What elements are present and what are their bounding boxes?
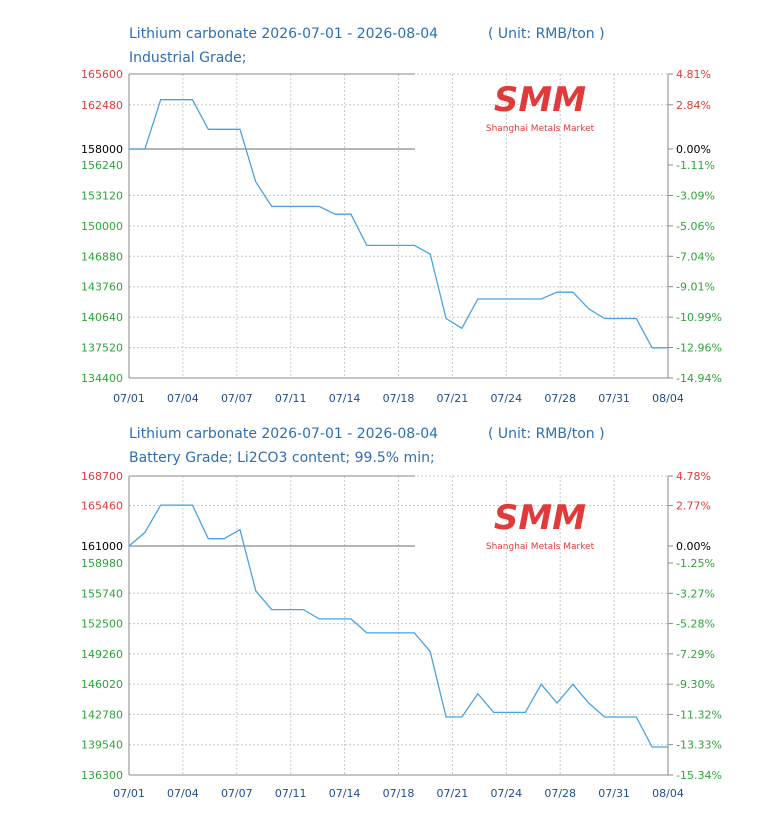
smm-logo: SMM Shanghai Metals Market bbox=[486, 498, 595, 552]
y-tick-left: 158980 bbox=[81, 557, 123, 570]
y-tick-left: 137520 bbox=[81, 342, 123, 355]
x-tick-label: 07/21 bbox=[437, 787, 469, 800]
industrial-grade-svg: Lithium carbonate 2026-07-01 - 2026-08-0… bbox=[81, 26, 722, 405]
y-tick-right: -1.25% bbox=[676, 557, 715, 570]
plot-area: 168700 4.78% 165460 2.77% 161000 0.00% 158980 -… bbox=[81, 470, 722, 800]
y-tick-right: -12.96% bbox=[676, 342, 722, 355]
chart-unit: ( Unit: RMB/ton ) bbox=[488, 426, 605, 442]
price-series-line bbox=[129, 99, 668, 349]
x-tick-label: 07/24 bbox=[490, 787, 522, 800]
y-tick-left: 150000 bbox=[81, 220, 123, 233]
smm-logo-mark: SMM bbox=[494, 80, 586, 120]
chart-title: Lithium carbonate 2026-07-01 - 2026-08-0… bbox=[129, 426, 438, 442]
x-tick-label: 07/04 bbox=[167, 392, 199, 405]
x-tick-label: 07/07 bbox=[221, 392, 253, 405]
chart-unit: ( Unit: RMB/ton ) bbox=[488, 26, 605, 42]
x-tick-label: 07/28 bbox=[544, 392, 576, 405]
y-tick-left: 146020 bbox=[81, 678, 123, 691]
x-tick-label: 07/07 bbox=[221, 787, 253, 800]
chart-subtitle: Industrial Grade; bbox=[129, 50, 247, 66]
x-tick-label: 07/28 bbox=[544, 787, 576, 800]
y-tick-left: 156240 bbox=[81, 159, 123, 172]
y-tick-base-left: 158000 bbox=[81, 143, 123, 156]
y-tick-left: 153120 bbox=[81, 189, 123, 202]
battery-grade-svg: Lithium carbonate 2026-07-01 - 2026-08-0… bbox=[81, 426, 722, 800]
y-tick-left: 146880 bbox=[81, 250, 123, 263]
y-tick-left: 142780 bbox=[81, 708, 123, 721]
smm-logo-mark: SMM bbox=[494, 498, 586, 538]
plot-area: 165600 4.81% 162480 2.84% 158000 0.00% 156240 -… bbox=[81, 68, 722, 405]
industrial-grade-chart: Lithium carbonate 2026-07-01 - 2026-08-0… bbox=[81, 26, 722, 405]
y-tick-right: -5.06% bbox=[676, 220, 715, 233]
y-tick-left: 152500 bbox=[81, 618, 123, 631]
x-tick-label: 08/04 bbox=[652, 392, 684, 405]
y-tick-right: -14.94% bbox=[676, 372, 722, 385]
y-tick-left: 155740 bbox=[81, 587, 123, 600]
y-tick-left: 136300 bbox=[81, 769, 123, 782]
smm-logo-subtitle: Shanghai Metals Market bbox=[486, 124, 595, 134]
y-tick-left: 162480 bbox=[81, 99, 123, 112]
x-tick-label: 07/11 bbox=[275, 787, 307, 800]
y-tick-right: -13.33% bbox=[676, 739, 722, 752]
y-tick-right: -10.99% bbox=[676, 311, 722, 324]
y-tick-base-right: 0.00% bbox=[676, 143, 711, 156]
y-tick-right: -9.30% bbox=[676, 678, 715, 691]
y-tick-left: 139540 bbox=[81, 739, 123, 752]
x-tick-label: 07/21 bbox=[437, 392, 469, 405]
battery-grade-chart: Lithium carbonate 2026-07-01 - 2026-08-0… bbox=[0, 405, 784, 813]
x-tick-label: 07/04 bbox=[167, 787, 199, 800]
y-tick-right: -9.01% bbox=[676, 281, 715, 294]
price-series-line bbox=[128, 504, 668, 748]
chart-title: Lithium carbonate 2026-07-01 - 2026-08-0… bbox=[129, 26, 438, 42]
x-tick-label: 07/31 bbox=[598, 787, 630, 800]
y-tick-base-left: 161000 bbox=[81, 540, 123, 553]
x-tick-label: 07/24 bbox=[490, 392, 522, 405]
y-tick-right: 4.78% bbox=[676, 470, 711, 483]
y-tick-right: -15.34% bbox=[676, 769, 722, 782]
chart-subtitle: Battery Grade; Li2CO3 content; 99.5% min… bbox=[129, 450, 435, 466]
y-tick-left: 143760 bbox=[81, 281, 123, 294]
x-tick-label: 07/14 bbox=[329, 787, 361, 800]
x-tick-label: 07/01 bbox=[113, 392, 145, 405]
y-tick-right: 2.77% bbox=[676, 499, 711, 512]
x-tick-label: 07/31 bbox=[598, 392, 630, 405]
y-tick-left: 134400 bbox=[81, 372, 123, 385]
x-tick-label: 07/14 bbox=[329, 392, 361, 405]
x-tick-label: 07/01 bbox=[113, 787, 145, 800]
smm-logo-subtitle: Shanghai Metals Market bbox=[486, 542, 595, 552]
y-tick-right: -5.28% bbox=[676, 618, 715, 631]
y-tick-left: 140640 bbox=[81, 311, 123, 324]
x-tick-label: 07/18 bbox=[383, 787, 415, 800]
smm-logo: SMM Shanghai Metals Market bbox=[486, 80, 595, 134]
y-tick-right: -3.09% bbox=[676, 189, 715, 202]
y-tick-right: -3.27% bbox=[676, 587, 715, 600]
x-tick-label: 08/04 bbox=[652, 787, 684, 800]
y-tick-right: 2.84% bbox=[676, 99, 711, 112]
y-tick-left: 149260 bbox=[81, 648, 123, 661]
y-tick-base-right: 0.00% bbox=[676, 540, 711, 553]
y-tick-right: -7.04% bbox=[676, 250, 715, 263]
y-tick-left: 165460 bbox=[81, 499, 123, 512]
y-tick-right: -7.29% bbox=[676, 648, 715, 661]
y-tick-left: 168700 bbox=[81, 470, 123, 483]
y-tick-left: 165600 bbox=[81, 68, 123, 81]
y-tick-right: 4.81% bbox=[676, 68, 711, 81]
y-tick-right: -1.11% bbox=[676, 159, 715, 172]
x-tick-label: 07/11 bbox=[275, 392, 307, 405]
x-tick-label: 07/18 bbox=[383, 392, 415, 405]
y-tick-right: -11.32% bbox=[676, 708, 722, 721]
